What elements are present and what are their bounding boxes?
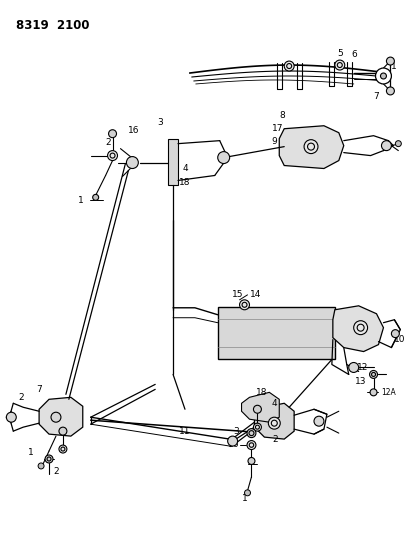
Text: 13: 13 xyxy=(355,377,366,386)
Circle shape xyxy=(308,143,315,150)
Circle shape xyxy=(248,457,255,464)
Text: 12A: 12A xyxy=(381,388,396,397)
Circle shape xyxy=(375,68,391,84)
Circle shape xyxy=(228,436,237,446)
Circle shape xyxy=(287,63,292,69)
Circle shape xyxy=(349,362,359,373)
Circle shape xyxy=(268,417,280,429)
Text: 8: 8 xyxy=(279,111,285,120)
Text: 3: 3 xyxy=(234,426,239,435)
Circle shape xyxy=(337,62,342,68)
Circle shape xyxy=(218,151,230,164)
Circle shape xyxy=(357,324,364,331)
Text: 14: 14 xyxy=(250,290,261,300)
Text: 7: 7 xyxy=(374,92,379,101)
Circle shape xyxy=(370,389,377,396)
Text: 2: 2 xyxy=(273,434,278,443)
Circle shape xyxy=(239,300,249,310)
Text: 4: 4 xyxy=(182,164,188,173)
Text: 2: 2 xyxy=(18,393,24,402)
Circle shape xyxy=(372,373,375,376)
Circle shape xyxy=(370,370,377,378)
Text: 12: 12 xyxy=(357,363,368,372)
Circle shape xyxy=(126,157,138,168)
Circle shape xyxy=(284,61,294,71)
Circle shape xyxy=(110,153,115,158)
Polygon shape xyxy=(39,397,83,436)
Circle shape xyxy=(395,141,401,147)
Text: 4: 4 xyxy=(271,399,277,408)
Polygon shape xyxy=(333,306,384,352)
Polygon shape xyxy=(242,392,279,422)
Text: 8319  2100: 8319 2100 xyxy=(16,19,90,33)
Circle shape xyxy=(249,431,254,435)
Text: 16: 16 xyxy=(228,440,239,449)
Text: 9: 9 xyxy=(271,137,277,146)
Text: 11: 11 xyxy=(179,426,191,435)
Circle shape xyxy=(47,457,51,461)
Text: 1: 1 xyxy=(242,494,247,503)
Circle shape xyxy=(247,441,256,449)
Circle shape xyxy=(304,140,318,154)
Polygon shape xyxy=(279,126,344,168)
Text: 7: 7 xyxy=(36,385,42,394)
Text: 2: 2 xyxy=(53,467,59,477)
Circle shape xyxy=(386,87,395,95)
Circle shape xyxy=(108,151,118,160)
Circle shape xyxy=(109,130,117,138)
Circle shape xyxy=(335,60,345,70)
Circle shape xyxy=(386,57,395,65)
Circle shape xyxy=(314,416,324,426)
Circle shape xyxy=(59,445,67,453)
Text: 2: 2 xyxy=(106,138,111,147)
Circle shape xyxy=(242,302,247,308)
Circle shape xyxy=(51,412,61,422)
Text: 1: 1 xyxy=(78,196,84,205)
Text: 16: 16 xyxy=(128,126,139,135)
Text: 5: 5 xyxy=(337,49,343,58)
Circle shape xyxy=(61,447,65,451)
Circle shape xyxy=(253,423,262,431)
Circle shape xyxy=(93,195,99,200)
Text: 17: 17 xyxy=(272,124,283,133)
Text: 3: 3 xyxy=(157,118,163,127)
Circle shape xyxy=(59,427,67,435)
Polygon shape xyxy=(255,403,294,439)
Circle shape xyxy=(381,73,386,79)
Circle shape xyxy=(354,321,368,335)
Text: 1: 1 xyxy=(390,61,396,70)
Text: 15: 15 xyxy=(232,290,243,300)
Circle shape xyxy=(255,425,259,429)
Circle shape xyxy=(391,330,399,337)
Circle shape xyxy=(381,141,391,151)
Circle shape xyxy=(244,490,251,496)
Text: 10: 10 xyxy=(394,335,405,344)
Circle shape xyxy=(271,420,277,426)
Circle shape xyxy=(247,429,256,438)
Circle shape xyxy=(249,443,254,447)
Circle shape xyxy=(38,463,44,469)
Text: 18: 18 xyxy=(256,388,267,397)
Circle shape xyxy=(7,412,16,422)
Polygon shape xyxy=(168,139,178,185)
Circle shape xyxy=(253,405,262,413)
Circle shape xyxy=(45,455,53,463)
Text: 18: 18 xyxy=(179,178,191,187)
Text: 6: 6 xyxy=(352,50,357,59)
Text: 1: 1 xyxy=(28,448,34,457)
FancyBboxPatch shape xyxy=(218,307,335,359)
